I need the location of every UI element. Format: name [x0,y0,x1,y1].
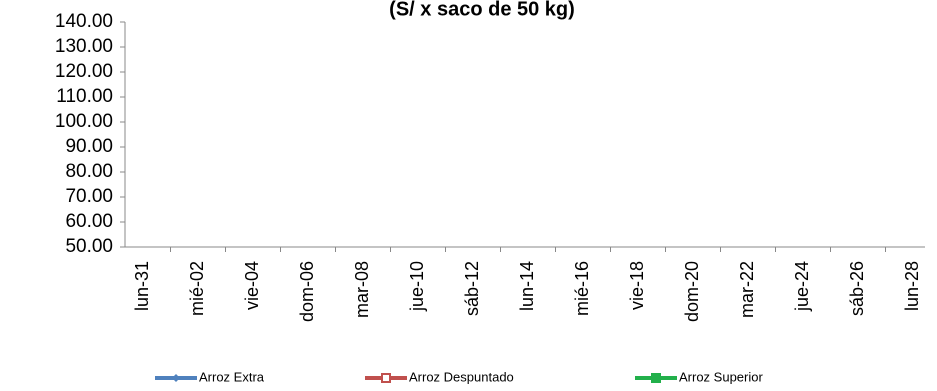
x-tick-label: mié-02 [187,261,207,316]
x-tick-label: lun-14 [517,261,537,311]
x-tick-label: mar-22 [737,261,757,318]
x-tick-label: vie-04 [242,261,262,310]
x-tick-label: jue-24 [792,261,812,312]
x-tick-label: dom-06 [297,261,317,322]
y-tick-label: 130.00 [55,36,113,57]
x-tick-label: jue-10 [407,261,427,312]
y-tick-label: 140.00 [55,11,113,32]
legend-label: Arroz Despuntado [409,369,514,384]
chart-title: (S/ x saco de 50 kg) [389,0,575,20]
y-tick-label: 120.00 [55,61,113,82]
y-tick-label: 90.00 [65,136,113,157]
legend-marker [172,374,180,382]
x-tick-label: lun-31 [132,261,152,311]
x-tick-label: lun-28 [902,261,922,311]
x-tick-label: sáb-12 [462,261,482,316]
y-tick-label: 100.00 [55,111,113,132]
legend-marker [651,373,661,383]
x-tick-label: vie-18 [627,261,647,310]
x-tick-label: mar-08 [352,261,372,318]
legend-marker [381,373,391,383]
y-tick-label: 50.00 [65,236,113,257]
y-tick-label: 60.00 [65,211,113,232]
legend-label: Arroz Extra [199,369,265,384]
y-tick-label: 110.00 [56,86,113,107]
y-tick-label: 70.00 [65,186,113,207]
legend-label: Arroz Superior [679,369,763,384]
x-tick-label: mié-16 [572,261,592,316]
y-tick-label: 80.00 [65,161,113,182]
x-tick-label: dom-20 [682,261,702,322]
x-tick-label: sáb-26 [847,261,867,316]
